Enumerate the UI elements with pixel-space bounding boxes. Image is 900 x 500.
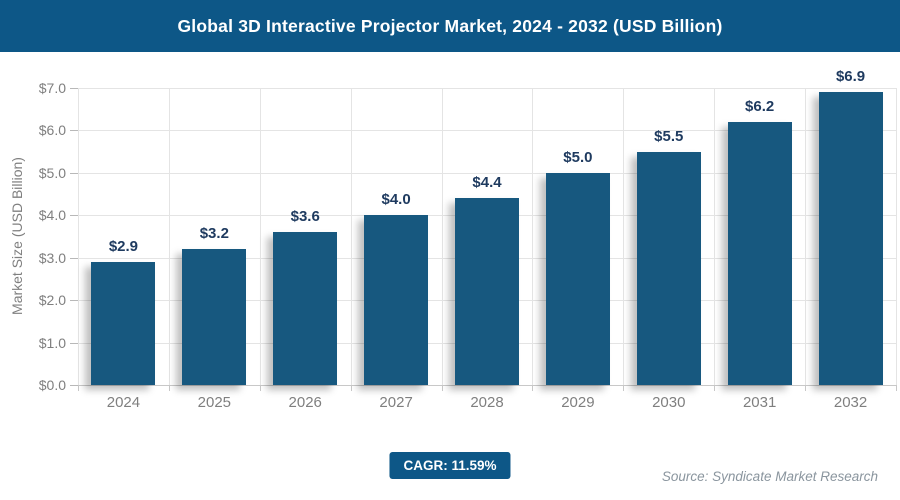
chart-title: Global 3D Interactive Projector Market, … — [177, 15, 723, 36]
x-tick — [259, 385, 261, 391]
y-tick — [70, 215, 78, 217]
bar-value-label: $4.0 — [381, 191, 411, 209]
y-tick-label: $1.0 — [38, 334, 66, 351]
x-tick — [78, 385, 79, 391]
x-axis-label: 2024 — [106, 394, 141, 411]
category-gridline — [805, 88, 807, 385]
x-tick — [896, 385, 897, 391]
x-axis-label: 2028 — [470, 394, 504, 411]
y-tick-label: $7.0 — [38, 80, 66, 96]
x-tick — [350, 385, 352, 391]
category-gridline — [259, 88, 261, 385]
category-gridline — [623, 88, 625, 385]
x-axis-label: 2026 — [288, 394, 322, 411]
y-tick — [70, 342, 78, 344]
bar-2028 — [455, 198, 519, 385]
x-axis-label: 2031 — [742, 394, 777, 411]
y-tick — [70, 257, 78, 259]
y-tick-label: $6.0 — [38, 122, 66, 139]
category-gridline — [168, 88, 170, 385]
source-text: Source: Syndicate Market Research — [661, 469, 878, 484]
y-gridline — [78, 130, 896, 132]
x-tick — [168, 385, 170, 391]
y-tick — [70, 130, 78, 132]
y-tick — [70, 172, 78, 174]
cagr-badge: CAGR: 11.59% — [389, 452, 511, 479]
chart-title-bar: Global 3D Interactive Projector Market, … — [0, 0, 900, 52]
bar-value-label: $3.6 — [290, 208, 320, 226]
bar-value-label: $6.9 — [835, 68, 866, 86]
x-axis-line — [78, 385, 896, 386]
category-gridline — [714, 88, 716, 385]
x-tick — [441, 385, 443, 391]
bar-value-label: $6.2 — [745, 97, 775, 115]
bar-2031 — [727, 121, 792, 385]
x-tick — [805, 385, 807, 391]
x-tick — [532, 385, 534, 391]
x-axis-label: 2030 — [652, 394, 686, 411]
x-tick — [714, 385, 716, 391]
bar-2026 — [273, 232, 338, 385]
y-tick — [70, 88, 78, 89]
y-tick-label: $3.0 — [38, 249, 66, 266]
x-tick — [623, 385, 625, 391]
y-tick-label: $0.0 — [38, 377, 66, 393]
bar-2032 — [818, 92, 883, 385]
x-axis-label: 2027 — [379, 394, 413, 411]
category-gridline — [441, 88, 443, 385]
bar-value-label: $5.0 — [563, 148, 593, 166]
bar-2027 — [364, 215, 429, 385]
bar-value-label: $2.9 — [108, 237, 139, 255]
y-tick-label: $4.0 — [38, 207, 66, 224]
bar-2024 — [91, 261, 156, 385]
category-gridline — [896, 88, 897, 385]
y-gridline — [78, 172, 896, 174]
bar-2029 — [545, 172, 610, 385]
bar-value-label: $3.2 — [199, 225, 229, 243]
category-gridline — [532, 88, 534, 385]
y-gridline — [78, 88, 896, 89]
x-axis-label: 2025 — [197, 394, 232, 411]
y-tick-label: $2.0 — [38, 292, 66, 309]
x-axis-label: 2032 — [833, 394, 868, 411]
y-tick — [70, 385, 78, 386]
category-gridline — [78, 88, 79, 385]
y-tick — [70, 300, 78, 302]
bar-2025 — [182, 249, 247, 385]
y-tick-label: $5.0 — [38, 164, 66, 181]
category-gridline — [350, 88, 352, 385]
bar-value-label: $5.5 — [654, 127, 684, 145]
bar-value-label: $4.4 — [472, 174, 502, 192]
bar-2030 — [636, 151, 701, 385]
x-axis-label: 2029 — [561, 394, 595, 411]
y-axis-title: Market Size (USD Billion) — [9, 157, 25, 315]
